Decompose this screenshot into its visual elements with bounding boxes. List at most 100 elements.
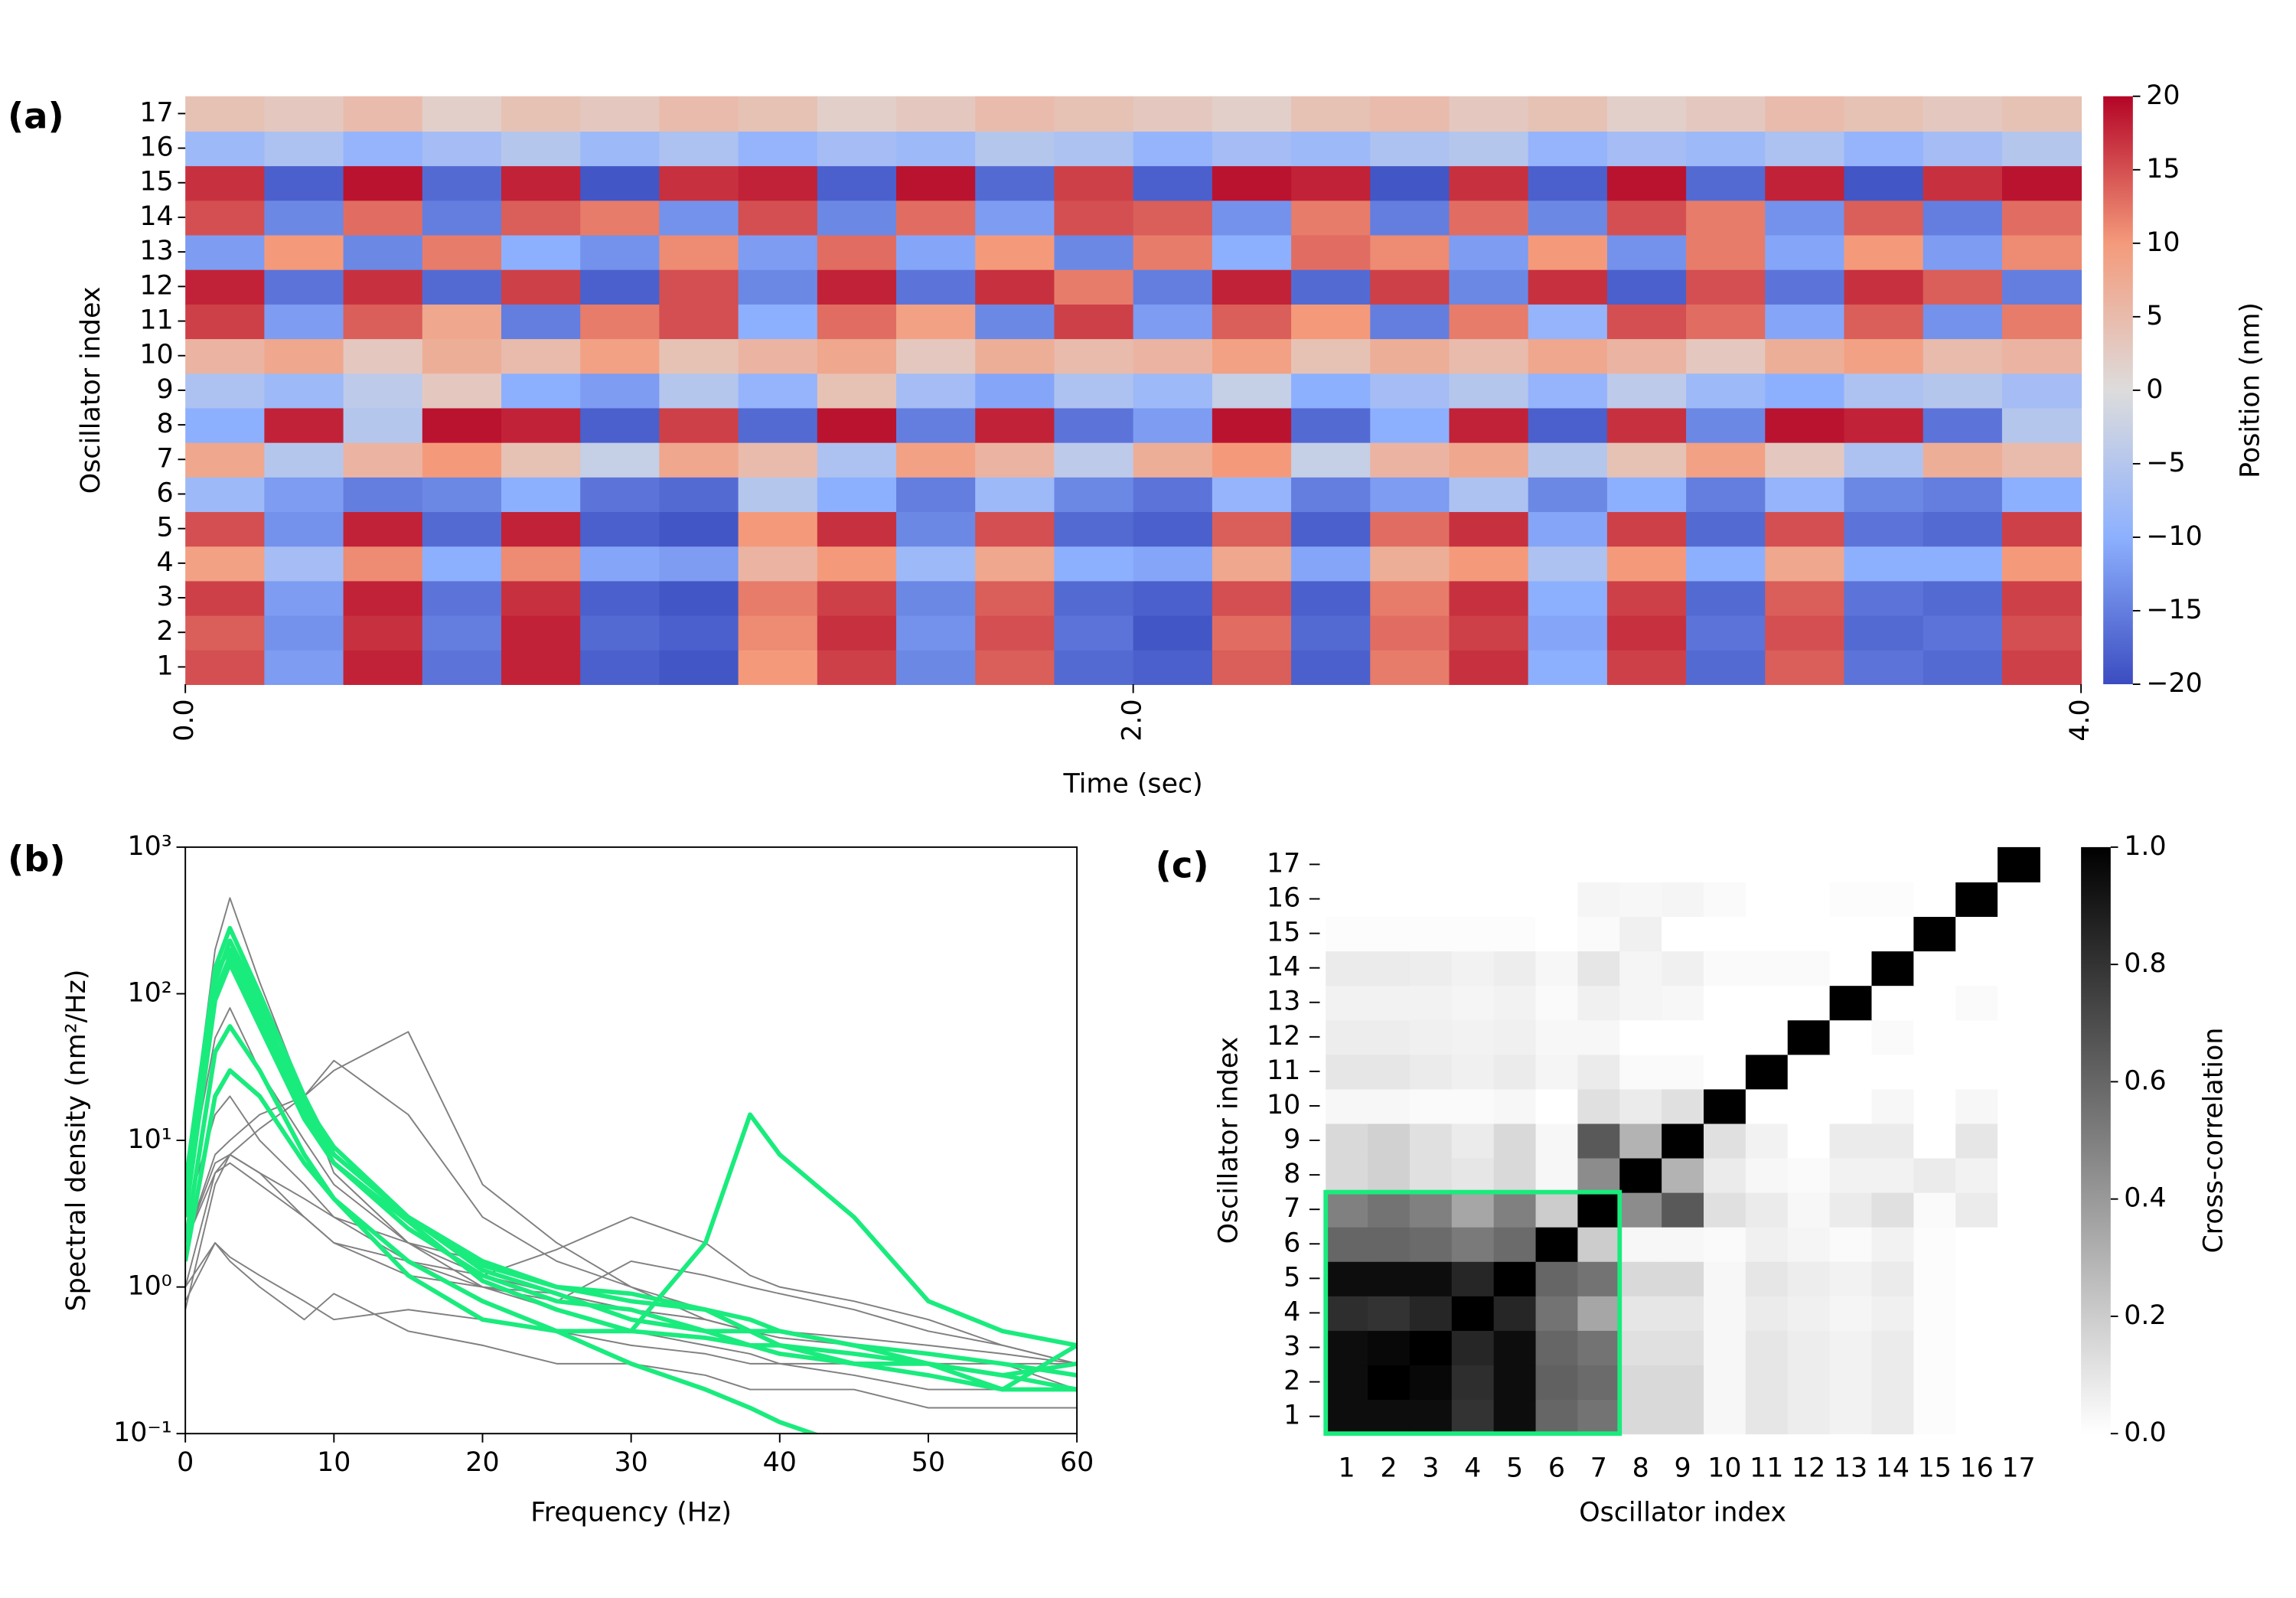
- heatmap-cell: [1449, 165, 1529, 201]
- heatmap-cell: [264, 580, 344, 616]
- heatmap-cell: [1765, 303, 1845, 340]
- heatmap-cell: [896, 373, 977, 409]
- matrix-cell: [1745, 1192, 1789, 1228]
- heatmap-cell: [1923, 269, 2003, 305]
- heatmap-cell: [501, 269, 582, 305]
- heatmap-cell: [1765, 269, 1845, 305]
- matrix-cell: [1787, 985, 1831, 1021]
- matrix-cell: [1871, 1295, 1915, 1331]
- heatmap-cell: [1054, 165, 1134, 201]
- heatmap-cell: [1133, 234, 1213, 270]
- matrix-cell: [1662, 985, 1704, 1021]
- heatmap-cell: [580, 165, 660, 201]
- heatmap-cell: [1844, 96, 1924, 132]
- matrix-cell: [1913, 1365, 1957, 1401]
- matrix-cell: [1535, 1192, 1579, 1228]
- matrix-cell: [1998, 1399, 2040, 1435]
- heatmap-cell: [580, 373, 660, 409]
- heatmap-cell: [896, 580, 977, 616]
- matrix-cell: [1829, 1157, 1873, 1193]
- matrix-cell: [1913, 1399, 1957, 1435]
- spectrum-line: [185, 954, 1078, 1378]
- heatmap-cell: [817, 165, 897, 201]
- heatmap-cell: [1686, 407, 1766, 443]
- heatmap-cell: [1291, 649, 1371, 685]
- heatmap-cell: [1765, 407, 1845, 443]
- matrix-cell: [1326, 951, 1369, 987]
- y-tick-label: 10¹: [127, 1124, 171, 1155]
- matrix-cell: [1493, 881, 1537, 918]
- heatmap-cell: [1449, 338, 1529, 374]
- matrix-cell: [1326, 846, 1369, 882]
- matrix-cell: [1493, 1329, 1537, 1366]
- matrix-cell: [1829, 985, 1873, 1021]
- heatmap-cell: [1370, 407, 1450, 443]
- heatmap-cell: [975, 130, 1055, 167]
- matrix-cell: [1368, 881, 1411, 918]
- matrix-cell: [1451, 1054, 1495, 1090]
- heatmap-cell: [975, 269, 1055, 305]
- heatmap-cell: [738, 234, 818, 270]
- heatmap-cell: [580, 303, 660, 340]
- heatmap-cell: [659, 234, 739, 270]
- heatmap-cell: [1923, 130, 2003, 167]
- heatmap-cell: [580, 130, 660, 167]
- matrix-cell: [1451, 1088, 1495, 1124]
- heatmap-cell: [817, 649, 897, 685]
- heatmap-cell: [580, 615, 660, 651]
- heatmap-cell: [1606, 476, 1688, 513]
- matrix-cell: [1451, 1260, 1495, 1296]
- heatmap-cell: [896, 442, 977, 478]
- heatmap-cell: [1844, 476, 1924, 513]
- heatmap-cell: [1449, 269, 1529, 305]
- matrix-cell: [1913, 1157, 1957, 1193]
- heatmap-cell: [1449, 580, 1529, 616]
- matrix-cell: [1368, 985, 1411, 1021]
- heatmap-cell: [501, 476, 582, 513]
- matrix-cell: [1326, 1088, 1369, 1124]
- heatmap-cell: [264, 511, 344, 547]
- matrix-cell: [1829, 1192, 1873, 1228]
- heatmap-cell: [817, 130, 897, 167]
- heatmap-cell: [1054, 96, 1134, 132]
- heatmap-cell: [343, 96, 423, 132]
- heatmap-cell: [501, 442, 582, 478]
- x-tick-label: 6: [1548, 1453, 1565, 1484]
- matrix-cell: [1535, 951, 1579, 987]
- matrix-cell: [1829, 1226, 1873, 1262]
- heatmap-cell: [2001, 442, 2082, 478]
- matrix-cell: [1913, 881, 1957, 918]
- matrix-cell: [1493, 1123, 1537, 1159]
- matrix-cell: [1871, 985, 1915, 1021]
- heatmap-cell: [1291, 580, 1371, 616]
- matrix-cell: [1535, 1260, 1579, 1296]
- heatmap-cell: [185, 130, 266, 167]
- x-tick-label: 5: [1506, 1453, 1523, 1484]
- matrix-cell: [1662, 1399, 1704, 1435]
- heatmap-cell: [659, 615, 739, 651]
- heatmap-cell: [1844, 165, 1924, 201]
- heatmap-cell: [1528, 200, 1608, 236]
- matrix-cell: [1577, 1399, 1621, 1435]
- heatmap-cell: [343, 338, 423, 374]
- matrix-cell: [1998, 1226, 2040, 1262]
- colorbar-tick-label: −15: [2146, 595, 2203, 625]
- matrix-cell: [1955, 1365, 1999, 1401]
- heatmap-cell: [1133, 615, 1213, 651]
- x-tick-label: 7: [1590, 1453, 1607, 1484]
- matrix-cell: [1998, 916, 2040, 952]
- matrix-cell: [1326, 1226, 1369, 1262]
- heatmap-cell: [422, 200, 502, 236]
- heatmap-cell: [422, 338, 502, 374]
- matrix-cell: [1913, 1329, 1957, 1366]
- matrix-cell: [1745, 1295, 1789, 1331]
- matrix-cell: [1913, 1019, 1957, 1055]
- heatmap-cell: [817, 442, 897, 478]
- matrix-cell: [1787, 1260, 1831, 1296]
- heatmap-cell: [1212, 373, 1293, 409]
- matrix-cell: [1535, 916, 1579, 952]
- matrix-cell: [1326, 1295, 1369, 1331]
- heatmap-cell: [1054, 338, 1134, 374]
- matrix-cell: [1871, 1260, 1915, 1296]
- heatmap-cell: [2001, 130, 2082, 167]
